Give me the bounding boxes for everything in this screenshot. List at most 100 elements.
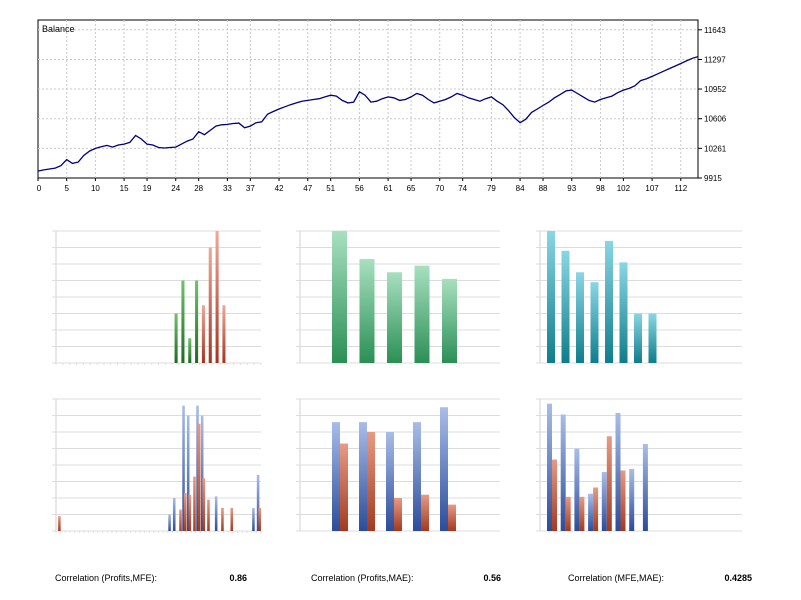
balance-x-tick-label: 61: [384, 184, 393, 193]
profit-mae-summary-chart: [296, 398, 500, 532]
blue-summary-bar: [359, 422, 367, 531]
blue-summary-bar: [574, 448, 580, 531]
blue-summary-bar: [547, 403, 552, 531]
balance-grid: [38, 20, 698, 178]
blue-bar: [256, 474, 260, 531]
balance-y-tick-label: 10952: [704, 85, 727, 94]
balance-x-tick-label: 33: [223, 184, 232, 193]
balance-x-tick-label: 51: [326, 184, 335, 193]
correlation-label-profits-mae: Correlation (Profits,MAE):: [311, 573, 414, 583]
blue-bar: [252, 507, 255, 531]
red-bar: [201, 305, 205, 363]
blue-summary-bar: [601, 471, 607, 531]
balance-y-tick-label: 10261: [704, 144, 727, 153]
balance-x-tick-label: 102: [617, 184, 631, 193]
balance-x-tick-label: 10: [91, 184, 100, 193]
teal-summary-bar: [605, 240, 613, 363]
red-bar: [258, 507, 261, 531]
balance-x-tick-label: 88: [539, 184, 548, 193]
red-summary-bar: [340, 443, 348, 531]
blue-bar: [196, 405, 199, 531]
green-summary-bar: [332, 231, 347, 363]
balance-x-tick-label: 28: [194, 184, 203, 193]
green-bar: [181, 280, 185, 363]
mae-profit-distribution-chart: [52, 398, 262, 533]
holding-summary-chart: [536, 230, 742, 364]
teal-summary-bar: [648, 313, 657, 363]
balance-x-tick-label: 112: [674, 184, 687, 193]
blue-bar: [172, 498, 176, 531]
red-bar: [202, 478, 206, 531]
balance-y-tick-label: 9915: [704, 174, 722, 183]
green-bar: [195, 280, 199, 363]
red-bar: [193, 476, 196, 531]
blue-bar: [214, 496, 218, 531]
red-summary-bar: [367, 432, 375, 531]
blue-summary-bar: [386, 432, 394, 531]
blue-summary-bar: [332, 422, 340, 531]
mfe-profit-distribution-chart: [52, 230, 262, 365]
red-summary-bar: [620, 470, 626, 531]
teal-summary-bar: [576, 272, 584, 363]
blue-summary-bar: [413, 422, 421, 531]
red-bar: [230, 507, 234, 531]
balance-x-tick-label: 98: [596, 184, 605, 193]
correlation-label-profits-mfe: Correlation (Profits,MFE):: [55, 573, 158, 583]
red-bar: [188, 494, 192, 531]
red-summary-bar: [606, 436, 612, 531]
teal-summary-bar: [590, 282, 599, 363]
balance-x-tick-label: 65: [407, 184, 416, 193]
blue-summary-bar: [629, 468, 635, 531]
correlation-label-mfe-mae: Correlation (MFE,MAE):: [568, 573, 665, 583]
balance-y-tick-label: 11297: [704, 55, 726, 64]
teal-summary-bar: [547, 231, 555, 363]
red-summary-bar: [565, 496, 571, 531]
balance-x-tick-label: 74: [458, 184, 467, 193]
balance-x-tick-label: 42: [275, 184, 284, 193]
red-bar: [179, 509, 182, 531]
balance-x-tick-label: 24: [171, 184, 180, 193]
red-summary-bar: [394, 498, 402, 531]
balance-x-tick-label: 79: [487, 184, 496, 193]
balance-x-tick-label: 19: [143, 184, 152, 193]
red-summary-bar: [448, 504, 456, 531]
correlation-value-profits-mfe: 0.86: [229, 573, 247, 583]
balance-x-tick-label: 84: [516, 184, 525, 193]
teal-summary-bar: [619, 262, 628, 363]
green-bar: [174, 313, 178, 363]
green-summary-bar: [359, 259, 375, 363]
balance-line: [37, 55, 699, 172]
blue-bar: [168, 514, 171, 531]
balance-x-tick-label: 93: [567, 184, 576, 193]
blue-summary-bar: [615, 412, 621, 531]
red-bar: [207, 499, 210, 531]
red-bar: [208, 247, 212, 363]
green-summary-bar: [414, 265, 430, 363]
balance-x-tick-label: 47: [303, 184, 312, 193]
red-bar: [183, 493, 187, 531]
balance-chart: Balance 0 5 10 15 19 24 28 33 37 42 47 51 56 61 65 70 74…: [37, 19, 727, 193]
blue-bar: [186, 415, 190, 531]
green-bar: [188, 338, 192, 363]
balance-x-tick-label: 15: [120, 184, 129, 193]
blue-summary-bar: [642, 444, 648, 531]
red-bar: [222, 305, 226, 363]
green-summary-bar: [387, 272, 402, 363]
blue-summary-bar: [560, 414, 566, 531]
red-summary-bar: [552, 459, 557, 531]
red-summary-bar: [579, 496, 585, 531]
balance-x-ticks: 0 5 10 15 19 24 28 33 37 42 47 51 56 61 65 70 74 79 84 88 93…: [37, 178, 688, 193]
balance-y-ticks: 9915 10261 10606 10952 11297 11643: [698, 26, 727, 183]
red-bar: [215, 231, 219, 363]
red-bar: [58, 516, 61, 531]
correlation-value-mfe-mae: 0.4285: [724, 573, 752, 583]
balance-x-tick-label: 5: [64, 184, 69, 193]
red-summary-bar: [593, 487, 599, 531]
blue-summary-bar: [588, 493, 594, 531]
correlation-value-profits-mae: 0.56: [483, 573, 501, 583]
teal-summary-bar: [561, 250, 570, 363]
teal-summary-bar: [634, 313, 642, 363]
red-summary-bar: [421, 494, 429, 531]
blue-bar: [200, 415, 204, 531]
balance-x-tick-label: 0: [37, 184, 42, 193]
